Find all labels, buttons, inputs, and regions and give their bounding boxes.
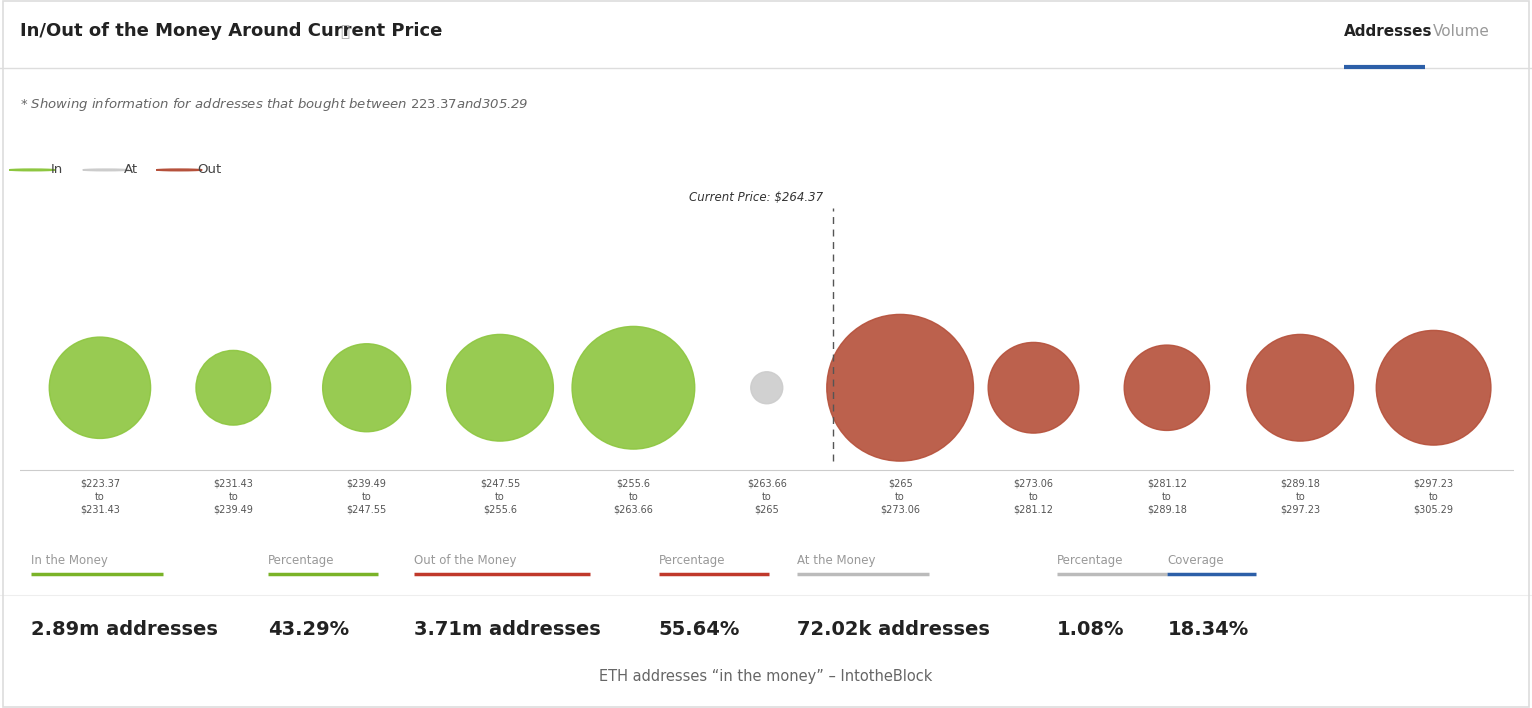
- Text: * Showing information for addresses that bought between $223.37 and $305.29: * Showing information for addresses that…: [20, 96, 529, 113]
- Circle shape: [196, 350, 271, 425]
- Text: ⓘ: ⓘ: [340, 24, 349, 39]
- Circle shape: [1124, 345, 1210, 430]
- Text: Out of the Money: Out of the Money: [414, 554, 516, 567]
- Circle shape: [751, 372, 783, 404]
- Circle shape: [83, 169, 129, 171]
- Text: 3.71m addresses: 3.71m addresses: [414, 620, 601, 639]
- Text: $255.6
to
$263.66: $255.6 to $263.66: [613, 479, 653, 515]
- Circle shape: [9, 169, 55, 171]
- Text: Volume: Volume: [1432, 24, 1489, 39]
- Text: 2.89m addresses: 2.89m addresses: [31, 620, 218, 639]
- Text: $265
to
$273.06: $265 to $273.06: [879, 479, 921, 515]
- Text: $289.18
to
$297.23: $289.18 to $297.23: [1281, 479, 1321, 515]
- Text: $297.23
to
$305.29: $297.23 to $305.29: [1414, 479, 1454, 515]
- Text: Current Price: $264.37: Current Price: $264.37: [689, 190, 823, 204]
- Text: At the Money: At the Money: [797, 554, 875, 567]
- Text: Out: Out: [198, 164, 222, 176]
- Text: In: In: [51, 164, 63, 176]
- Text: In/Out of the Money Around Current Price: In/Out of the Money Around Current Price: [20, 22, 443, 40]
- Circle shape: [1376, 331, 1491, 445]
- Text: $223.37
to
$231.43: $223.37 to $231.43: [80, 479, 119, 515]
- Text: Percentage: Percentage: [268, 554, 334, 567]
- Text: 55.64%: 55.64%: [659, 620, 740, 639]
- Text: Coverage: Coverage: [1167, 554, 1224, 567]
- Text: In the Money: In the Money: [31, 554, 107, 567]
- Text: Addresses: Addresses: [1344, 24, 1432, 39]
- Text: $273.06
to
$281.12: $273.06 to $281.12: [1014, 479, 1054, 515]
- Text: 72.02k addresses: 72.02k addresses: [797, 620, 990, 639]
- Circle shape: [827, 314, 973, 461]
- Text: Percentage: Percentage: [659, 554, 725, 567]
- Text: $263.66
to
$265: $263.66 to $265: [746, 479, 787, 515]
- Text: $239.49
to
$247.55: $239.49 to $247.55: [346, 479, 386, 515]
- Circle shape: [49, 337, 150, 438]
- Text: Percentage: Percentage: [1057, 554, 1123, 567]
- Circle shape: [988, 343, 1079, 433]
- Text: $231.43
to
$239.49: $231.43 to $239.49: [213, 479, 253, 515]
- Text: At: At: [124, 164, 138, 176]
- Circle shape: [571, 326, 694, 449]
- Text: $247.55
to
$255.6: $247.55 to $255.6: [480, 479, 521, 515]
- Circle shape: [323, 344, 411, 432]
- Text: $281.12
to
$289.18: $281.12 to $289.18: [1147, 479, 1187, 515]
- Text: 1.08%: 1.08%: [1057, 620, 1124, 639]
- Circle shape: [1247, 334, 1354, 441]
- Text: ETH addresses “in the money” – IntotheBlock: ETH addresses “in the money” – IntotheBl…: [599, 669, 933, 685]
- Circle shape: [447, 334, 553, 441]
- Circle shape: [156, 169, 202, 171]
- Text: 43.29%: 43.29%: [268, 620, 349, 639]
- Text: 18.34%: 18.34%: [1167, 620, 1249, 639]
